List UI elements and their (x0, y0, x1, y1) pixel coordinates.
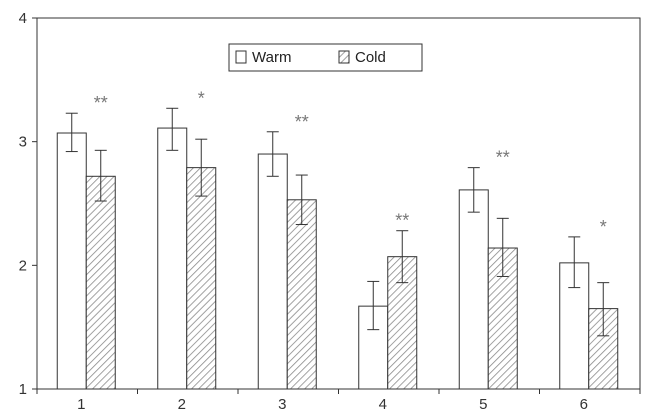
y-axis: 1 2 3 4 (19, 10, 37, 398)
plot-border (36, 17, 641, 390)
x-tick-label: 4 (379, 396, 387, 413)
significance-marker: * (198, 88, 205, 108)
significance-marker: ** (94, 93, 108, 113)
legend: Warm Cold (228, 43, 423, 72)
bar-cold-2 (186, 167, 217, 390)
bar-warm-2 (157, 127, 188, 390)
bar-cold-1 (85, 175, 116, 390)
bar-cold-3 (286, 199, 317, 390)
x-tick-label: 6 (580, 396, 588, 413)
y-tick-label: 1 (19, 381, 27, 398)
significance-marker: ** (395, 211, 409, 231)
bars-layer (56, 127, 619, 390)
plot-area (36, 17, 641, 390)
x-tick-label: 2 (178, 396, 186, 413)
legend-label-cold: Cold (355, 49, 386, 66)
significance-layer: ** ******** (94, 88, 607, 237)
legend-box (228, 43, 423, 72)
bar-warm-1 (56, 132, 87, 390)
significance-marker: * (600, 217, 607, 237)
error-bars-layer (65, 107, 610, 337)
x-tick-label: 1 (77, 396, 85, 413)
x-tick-label: 3 (278, 396, 286, 413)
significance-marker: ** (496, 148, 510, 168)
y-tick-label: 2 (19, 257, 27, 274)
legend-swatch-warm (235, 50, 247, 64)
x-tick-label: 5 (479, 396, 487, 413)
significance-marker: ** (295, 112, 309, 132)
y-tick-label: 4 (19, 10, 27, 27)
legend-label-warm: Warm (252, 49, 291, 66)
y-tick-label: 3 (19, 134, 27, 151)
legend-swatch-cold (338, 50, 350, 64)
bar-warm-3 (257, 153, 288, 390)
bar-warm-5 (458, 189, 489, 390)
x-axis: 1 2 3 4 5 6 (36, 389, 641, 413)
